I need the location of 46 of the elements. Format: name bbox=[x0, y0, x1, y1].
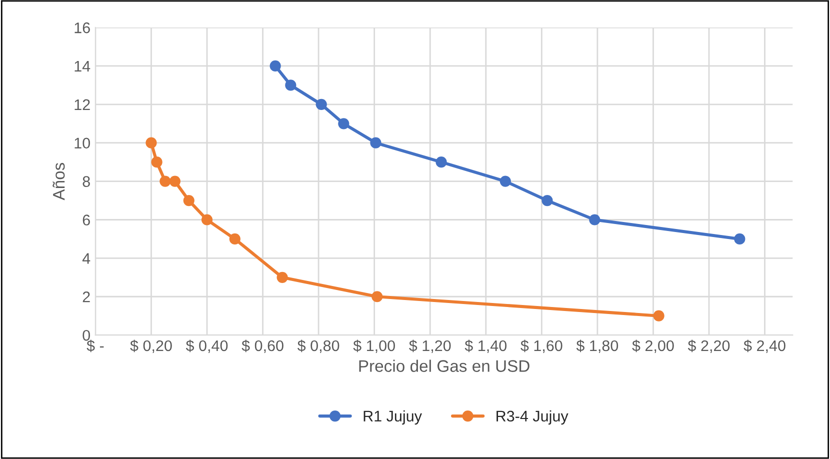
y-tick-label: 2 bbox=[82, 291, 90, 302]
legend-label: R3-4 Jujuy bbox=[496, 410, 568, 425]
x-tick-label: $ 1,80 bbox=[576, 340, 618, 353]
point bbox=[285, 80, 296, 91]
y-tick-label: 0 bbox=[82, 330, 90, 341]
point bbox=[734, 233, 746, 245]
x-tick-label: $ 1,00 bbox=[353, 340, 395, 353]
x-tick-label: $ 2,20 bbox=[688, 340, 730, 353]
point bbox=[151, 156, 162, 168]
x-tick-label: $ 0,40 bbox=[186, 340, 228, 353]
y-tick-label: 14 bbox=[74, 61, 90, 72]
point bbox=[500, 176, 511, 187]
x-tick-label: $ 0,20 bbox=[130, 340, 172, 353]
point bbox=[146, 137, 157, 148]
x-tick-label: $ - bbox=[86, 340, 104, 352]
y-tick-label: 6 bbox=[82, 214, 90, 226]
point bbox=[372, 291, 383, 302]
point bbox=[270, 60, 281, 72]
point bbox=[338, 118, 350, 130]
point bbox=[436, 156, 447, 168]
x-tick-label: $ 2,00 bbox=[632, 340, 674, 353]
point bbox=[201, 214, 213, 226]
point bbox=[183, 194, 194, 206]
x-tick-label: $ 0,80 bbox=[297, 340, 340, 353]
y-tick-label: 4 bbox=[82, 253, 90, 264]
point bbox=[653, 310, 664, 322]
y-tick-label: 8 bbox=[82, 176, 90, 187]
x-tick-label: $ 1,40 bbox=[464, 340, 507, 353]
y-tick-label: 12 bbox=[74, 99, 90, 110]
legend-label: R1 Jujuy bbox=[364, 410, 422, 425]
point bbox=[370, 137, 382, 148]
x-axis-title: Precio del Gas en USD bbox=[359, 360, 530, 372]
point bbox=[276, 272, 288, 283]
x-tick-label: $ 1,20 bbox=[409, 340, 451, 353]
point bbox=[160, 176, 171, 187]
x-tick-label: $ 1,60 bbox=[520, 340, 562, 353]
y-tick-label: 10 bbox=[74, 138, 90, 149]
point bbox=[589, 214, 600, 226]
y-tick-label: 16 bbox=[74, 22, 90, 34]
point bbox=[542, 194, 553, 206]
point bbox=[169, 176, 180, 187]
x-tick-label: $ 0,60 bbox=[242, 340, 284, 353]
point bbox=[316, 98, 327, 110]
x-tick-label: $ 2,40 bbox=[744, 340, 786, 353]
y-axis-title: Años bbox=[52, 162, 65, 200]
point bbox=[229, 233, 240, 245]
